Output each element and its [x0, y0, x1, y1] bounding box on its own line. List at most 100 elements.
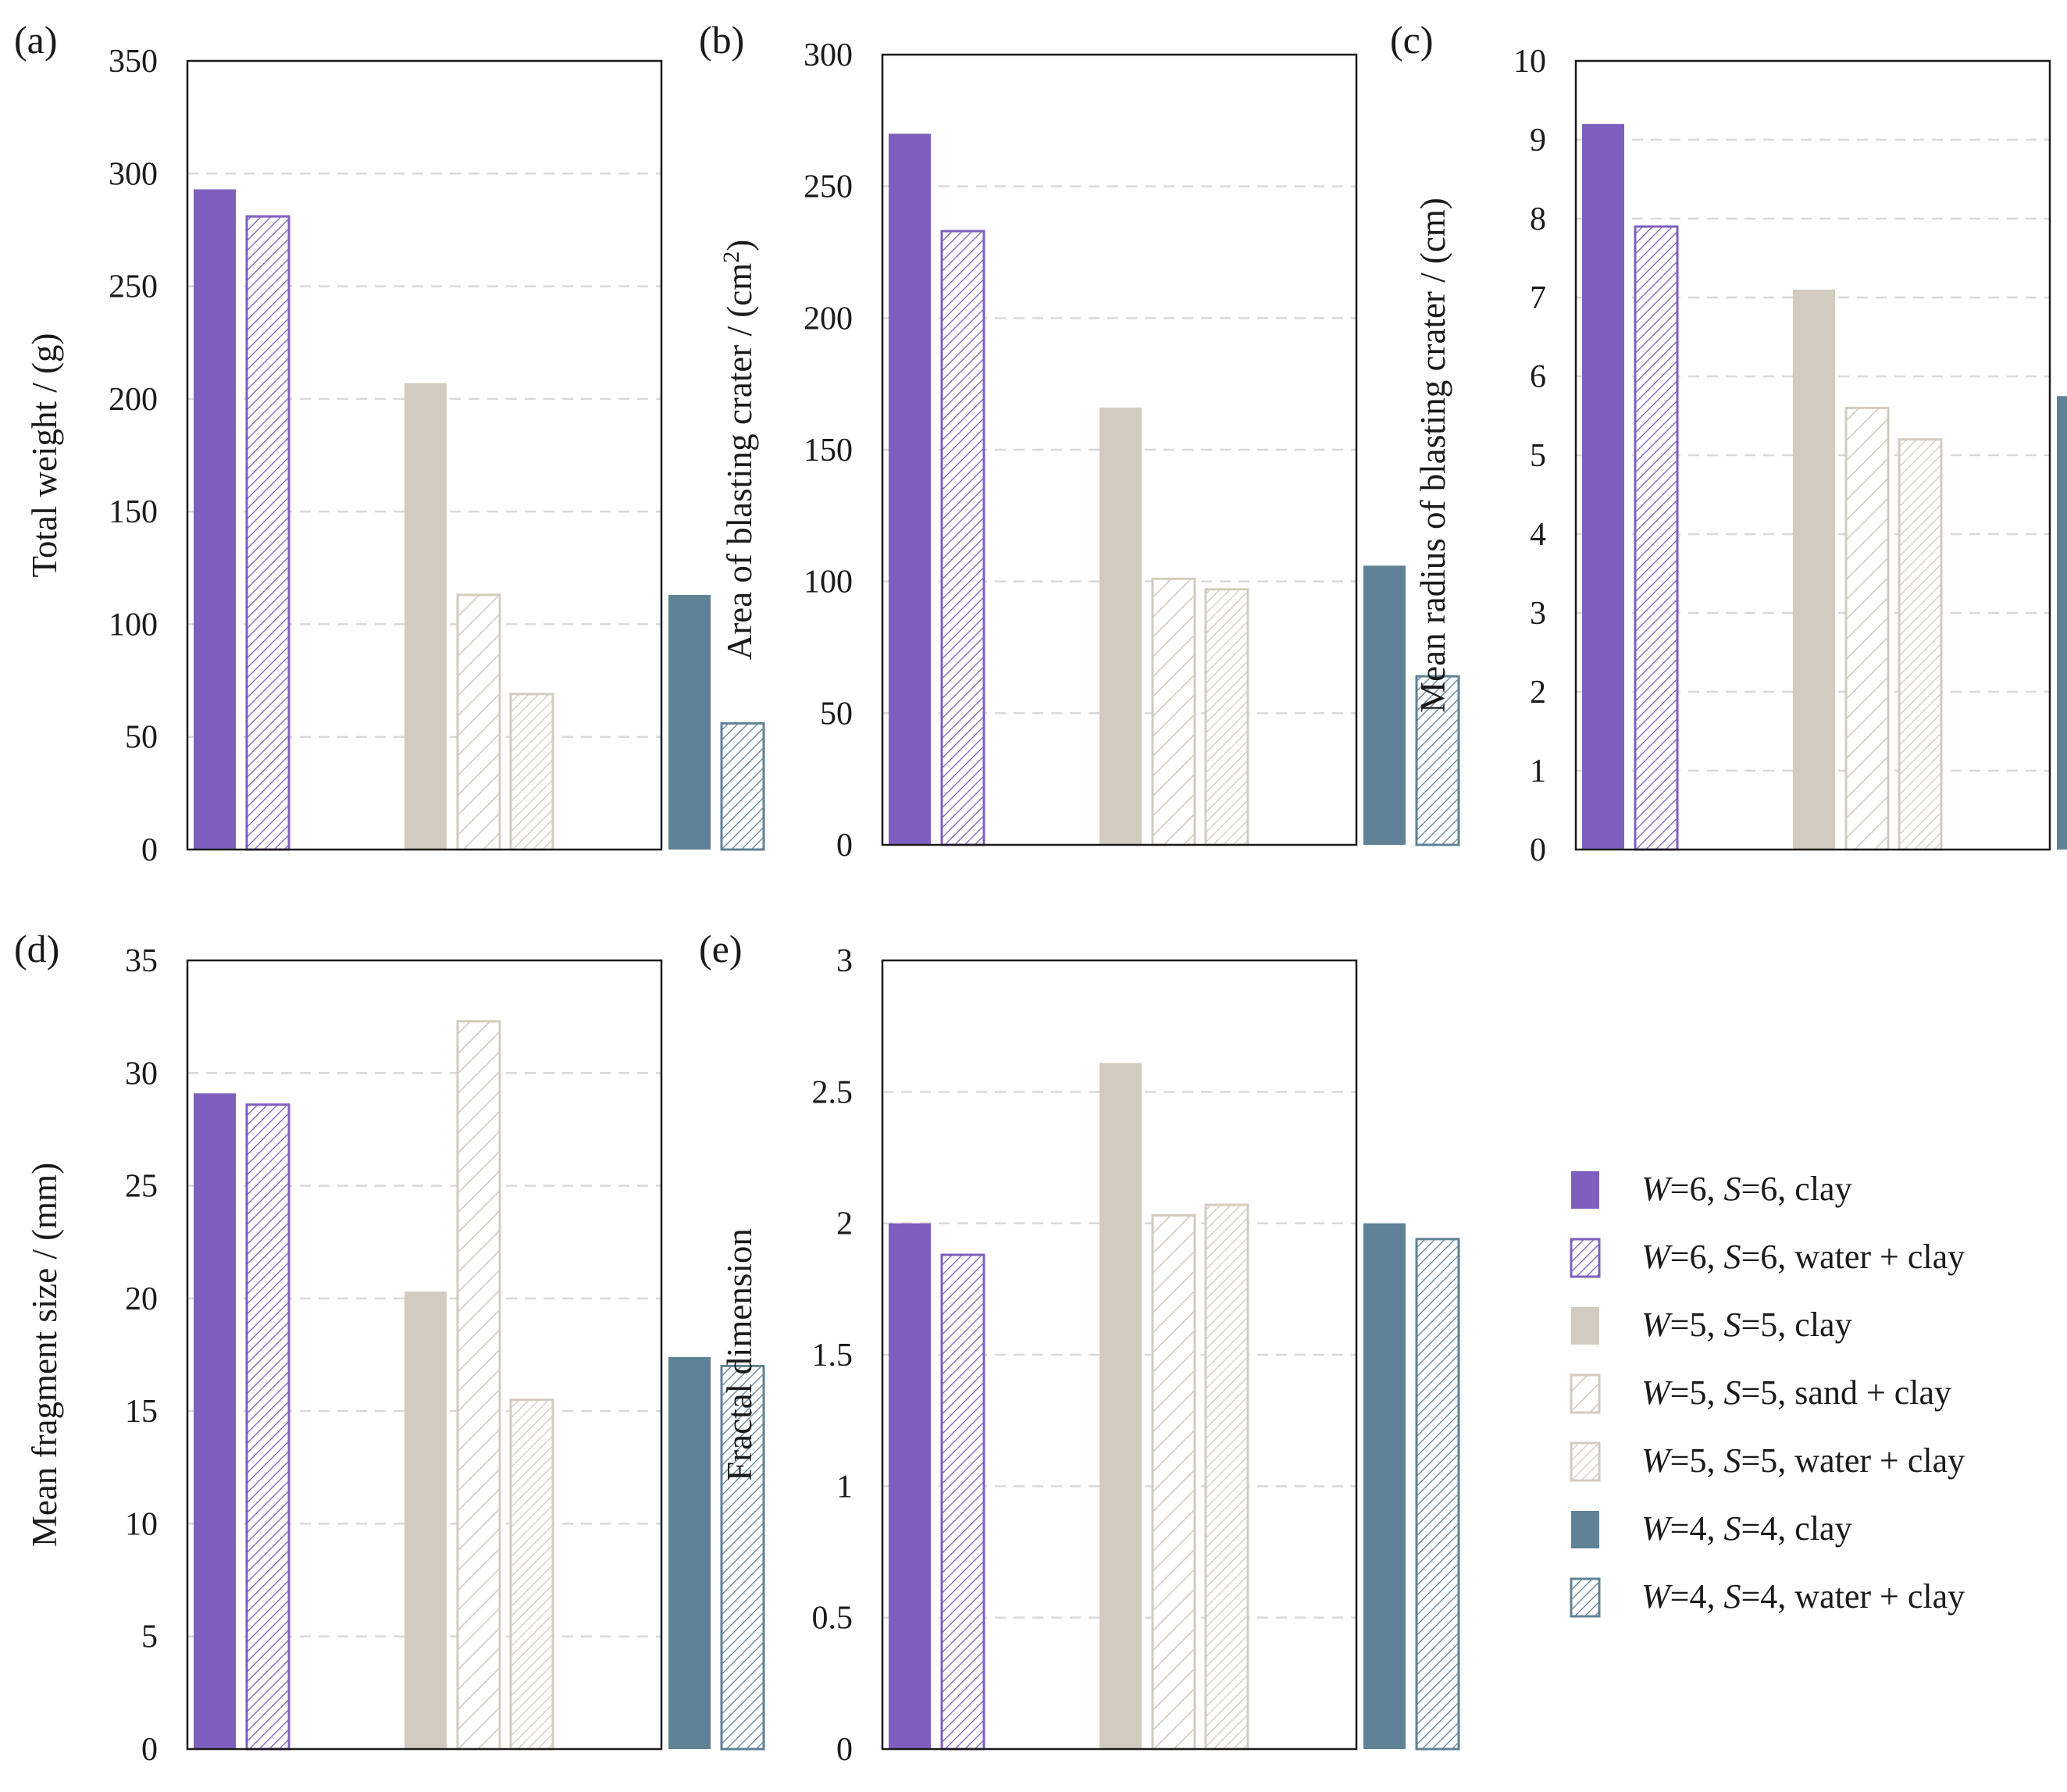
- bar: [1204, 588, 1249, 846]
- y-tick-label: 300: [804, 37, 853, 73]
- plot-frame: [186, 59, 663, 851]
- legend-entry: W=5, S=5, water + clay: [1641, 1441, 1965, 1480]
- y-tick-label: 10: [125, 1506, 158, 1542]
- y-tick-label: 6: [1530, 359, 1546, 395]
- y-tick-label: 2: [836, 1206, 853, 1242]
- bar: [509, 1398, 554, 1751]
- bar: [889, 1223, 931, 1749]
- y-tick-label: 100: [109, 607, 158, 643]
- legend-swatch: [1570, 1441, 1601, 1482]
- bar: [456, 593, 501, 851]
- bar: [1151, 577, 1196, 846]
- y-tick-label: 300: [109, 156, 158, 192]
- y-tick-label: 5: [141, 1619, 158, 1655]
- y-tick-label: 150: [109, 494, 158, 530]
- panel-label: (d): [14, 927, 59, 971]
- bar: [509, 693, 554, 851]
- chart-panel: 0 50 100 150 200 250 300 (b) Area of blasting cr…: [699, 18, 1460, 864]
- y-axis-label: Mean fragment size / (mm): [25, 1163, 64, 1547]
- bar: [1099, 408, 1142, 845]
- y-tick-label: 0: [836, 1732, 853, 1768]
- bar: [1415, 1238, 1460, 1751]
- bar: [940, 230, 985, 846]
- y-axis-label: Area of blasting crater / (cm2): [718, 240, 760, 661]
- y-axis-label: Total weight / (g): [25, 333, 64, 577]
- plot-frame: [1574, 59, 2051, 851]
- plot-frame: [881, 53, 1358, 846]
- y-tick-label: 9: [1530, 123, 1546, 159]
- bar: [194, 189, 236, 850]
- plot-frame: [186, 959, 663, 1751]
- y-tick-label: 100: [804, 565, 853, 600]
- y-tick-label: 10: [1513, 44, 1546, 80]
- y-axis-label: Mean radius of blasting crater / (cm): [1413, 198, 1452, 713]
- y-tick-label: 3: [836, 943, 853, 979]
- y-axis-label-superscript: 2: [718, 251, 744, 263]
- y-tick-label: 15: [125, 1394, 158, 1430]
- panel-label: (e): [699, 927, 743, 971]
- y-tick-label: 5: [1530, 438, 1546, 474]
- bar: [2057, 396, 2067, 850]
- bar: [668, 594, 711, 850]
- bar: [720, 721, 765, 851]
- bar: [245, 1103, 290, 1751]
- legend-swatch: [1570, 1373, 1601, 1414]
- y-tick-label: 0: [141, 832, 158, 868]
- bar: [404, 383, 447, 850]
- bar: [245, 215, 290, 851]
- y-tick-label: 200: [804, 301, 853, 337]
- bar: [1793, 289, 1835, 850]
- chart-panel: 0 0.5 1 1.5 2 2.5 3 (e) Fractal dimension: [699, 927, 1460, 1768]
- bar: [456, 1020, 501, 1751]
- y-tick-label: 20: [125, 1281, 158, 1317]
- y-tick-label: 0: [1530, 832, 1546, 868]
- y-tick-label: 0: [141, 1732, 158, 1768]
- legend-entry: W=4, S=4, clay: [1641, 1509, 1852, 1548]
- bar: [1898, 438, 1943, 851]
- y-tick-label: 200: [109, 382, 158, 418]
- bar: [1151, 1214, 1196, 1751]
- y-tick-label: 3: [1530, 596, 1546, 632]
- legend-swatch: [1571, 1171, 1599, 1209]
- y-tick-label: 35: [125, 943, 158, 979]
- chart-panel: 0 50 100 150 200 250 300 350 (a) Total weight / (…: [14, 18, 765, 868]
- y-tick-label: 250: [804, 169, 853, 205]
- panel-label: (c): [1390, 18, 1434, 62]
- bar: [889, 134, 931, 845]
- y-tick-label: 30: [125, 1056, 158, 1092]
- bar: [194, 1093, 236, 1749]
- legend-entry: W=6, S=6, clay: [1641, 1170, 1852, 1208]
- y-tick-label: 150: [804, 433, 853, 468]
- y-tick-label: 0: [836, 828, 853, 864]
- legend-swatch: [1571, 1307, 1599, 1345]
- chart-panel: 0 1 2 3 4 5 6 7 8 9 10 (c) Mean radius of blasting c…: [1390, 18, 2067, 868]
- bar: [940, 1253, 985, 1751]
- bar: [1582, 123, 1624, 850]
- y-tick-label: 0.5: [812, 1601, 854, 1637]
- y-tick-label: 25: [125, 1169, 158, 1205]
- legend-swatch: [1570, 1238, 1601, 1278]
- bar: [1363, 1223, 1406, 1749]
- bar: [668, 1356, 711, 1749]
- bar: [1204, 1203, 1249, 1751]
- bar: [720, 1364, 765, 1751]
- bar: [404, 1291, 447, 1749]
- plot-frame: [881, 959, 1358, 1751]
- legend-swatch: [1571, 1511, 1599, 1548]
- y-tick-label: 250: [109, 269, 158, 305]
- y-tick-label: 2.5: [812, 1074, 854, 1110]
- bar: [1363, 565, 1406, 845]
- bar: [1844, 406, 1890, 851]
- legend: W=6, S=6, clay W=6, S=6, water + clay W=5,…: [1570, 1170, 1965, 1618]
- panel-label: (a): [14, 18, 58, 62]
- legend-entry: W=5, S=5, sand + clay: [1641, 1373, 1951, 1412]
- legend-entry: W=5, S=5, clay: [1641, 1306, 1852, 1344]
- bar: [1634, 225, 1679, 851]
- bar: [1099, 1063, 1142, 1749]
- y-tick-label: 350: [109, 44, 158, 80]
- y-tick-label: 50: [820, 696, 853, 732]
- y-axis-label: Fractal dimension: [720, 1228, 759, 1481]
- bar: [1415, 675, 1460, 846]
- panel-label: (b): [699, 18, 744, 62]
